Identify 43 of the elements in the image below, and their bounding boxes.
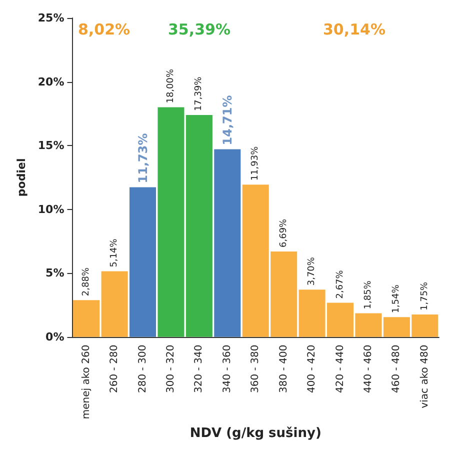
x-tick-label: 400 - 420 — [306, 344, 318, 393]
x-tick-label: 280 - 300 — [137, 344, 148, 393]
y-tick-label: 20% — [38, 75, 64, 88]
data-label: 5,14% — [110, 238, 120, 268]
data-label: 11,73% — [136, 133, 150, 184]
x-tick-label: 300 - 320 — [165, 344, 176, 393]
x-tick-label: 260 - 280 — [109, 344, 120, 393]
data-label: 14,71% — [220, 95, 234, 146]
bar — [186, 115, 212, 337]
annotation: 35,39% — [168, 20, 230, 38]
x-tick-label: 460 - 480 — [391, 344, 402, 393]
data-label: 3,70% — [307, 256, 318, 286]
x-tick-label: 420 - 440 — [334, 344, 346, 393]
bar — [214, 149, 241, 337]
data-label: 1,85% — [363, 280, 374, 310]
y-axis-title: podiel — [15, 158, 28, 197]
annotation: 8,02% — [78, 20, 130, 38]
bar — [101, 271, 128, 337]
y-tick-label: 25% — [38, 12, 64, 24]
y-tick-label: 0% — [46, 330, 64, 344]
y-tick-label: 5% — [46, 266, 64, 280]
x-tick-label: viac ako 480 — [419, 344, 430, 408]
x-tick-label: 440 - 460 — [362, 344, 374, 393]
bar — [73, 300, 100, 337]
annotation: 30,14% — [323, 20, 386, 38]
data-label: 18,00% — [166, 68, 176, 104]
data-label: 2,67% — [335, 270, 346, 299]
x-axis-title: NDV (g/kg sušiny) — [190, 426, 322, 441]
data-label: 11,93% — [250, 146, 261, 181]
x-tick-label: 340 - 360 — [222, 344, 233, 393]
y-tick-label: 15% — [38, 139, 64, 152]
y-tick-label: 10% — [38, 202, 64, 216]
data-label: 6,69% — [278, 218, 289, 248]
x-tick-label: 320 - 340 — [194, 344, 205, 393]
data-label: 1,75% — [420, 281, 430, 310]
data-label: 2,88% — [81, 267, 92, 296]
bar — [158, 107, 184, 337]
x-tick-label: 360 - 380 — [250, 344, 262, 393]
data-label: 1,54% — [392, 284, 402, 314]
x-tick-label: menej ako 260 — [80, 344, 92, 420]
bar — [130, 187, 156, 337]
data-label: 17,39% — [194, 76, 204, 112]
x-tick-label: 380 - 400 — [278, 344, 290, 393]
